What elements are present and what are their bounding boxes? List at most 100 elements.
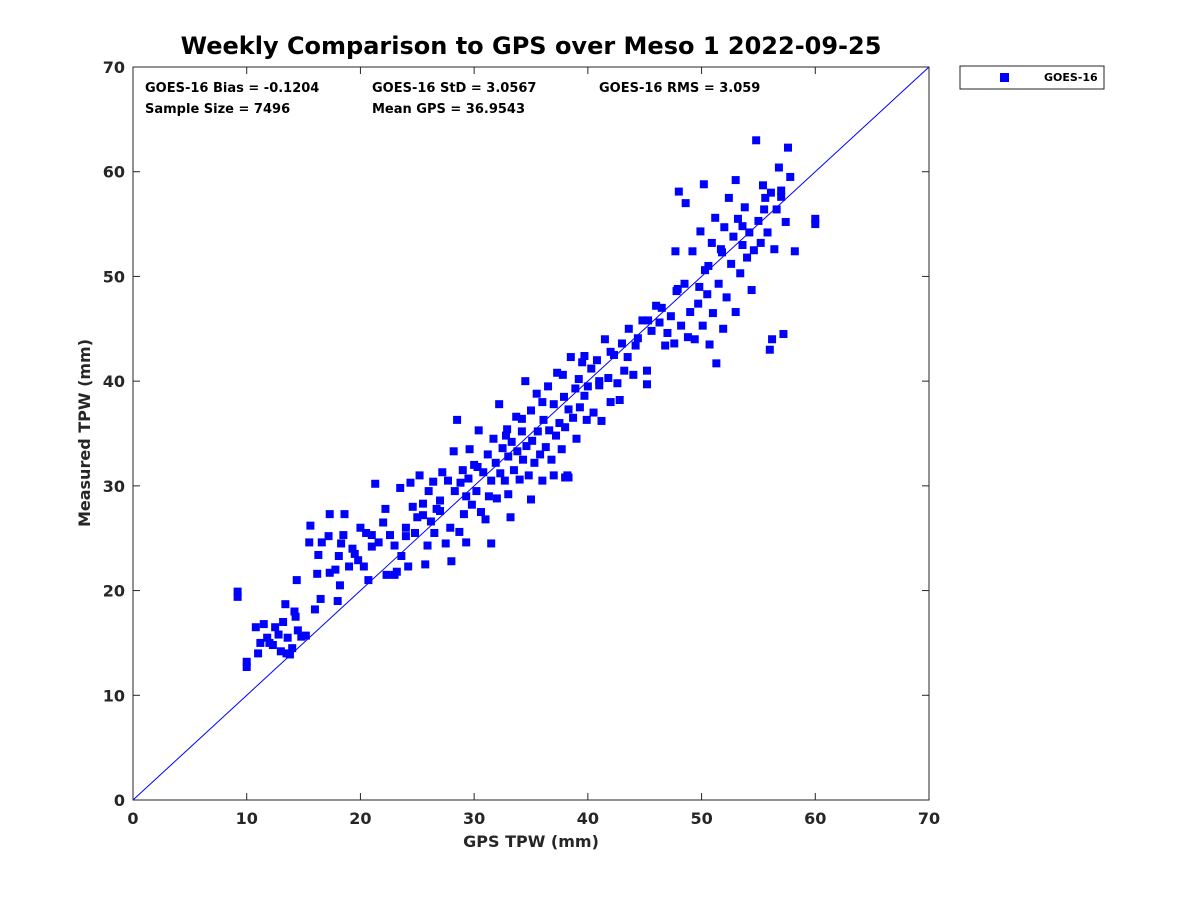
data-point — [720, 223, 729, 232]
data-point — [527, 406, 535, 415]
data-point — [331, 565, 340, 574]
data-point — [517, 414, 526, 423]
data-point — [783, 143, 792, 152]
data-point — [727, 259, 736, 268]
data-point — [545, 426, 554, 435]
data-point — [367, 531, 376, 540]
data-point — [712, 359, 721, 368]
data-point — [390, 541, 399, 550]
data-point — [527, 495, 535, 504]
data-point — [458, 466, 467, 475]
data-point — [233, 587, 242, 596]
data-point — [747, 286, 756, 295]
data-point — [552, 431, 561, 440]
data-point — [694, 299, 703, 308]
data-point — [652, 301, 661, 310]
x-tick-label: 30 — [463, 809, 485, 828]
data-point — [532, 389, 541, 398]
legend-box — [959, 65, 1105, 90]
data-point — [462, 538, 471, 547]
y-axis-label: Measured TPW (mm) — [75, 339, 94, 527]
data-point — [473, 463, 482, 472]
data-point — [487, 539, 496, 548]
data-point — [362, 528, 371, 537]
data-point — [345, 562, 354, 571]
data-point — [683, 333, 692, 342]
data-point — [583, 382, 592, 391]
chart-title: Weekly Comparison to GPS over Meso 1 202… — [181, 32, 882, 60]
data-point — [492, 494, 501, 503]
y-tick-label: 50 — [103, 267, 125, 286]
y-tick-label: 70 — [103, 58, 125, 77]
data-point — [397, 552, 406, 561]
data-point — [348, 544, 357, 553]
data-point — [696, 227, 705, 236]
data-point — [276, 647, 285, 656]
data-point — [686, 308, 695, 317]
data-point — [484, 492, 493, 501]
data-point — [606, 398, 615, 407]
data-point — [292, 576, 301, 585]
data-point — [642, 380, 651, 389]
data-point — [714, 279, 723, 288]
data-point — [774, 163, 783, 172]
data-point — [491, 458, 500, 467]
data-point — [549, 400, 558, 409]
x-tick-label: 10 — [236, 809, 258, 828]
data-point — [283, 633, 292, 642]
data-point — [438, 468, 447, 477]
data-point — [436, 506, 445, 515]
data-point — [708, 309, 717, 318]
data-point — [313, 569, 322, 578]
data-point — [356, 523, 365, 532]
data-point — [503, 425, 512, 434]
data-point — [242, 663, 251, 672]
data-point — [617, 339, 626, 348]
data-point — [740, 203, 749, 212]
data-point — [242, 657, 251, 666]
data-point — [661, 341, 670, 350]
x-tick-label: 0 — [127, 809, 138, 828]
data-point — [436, 496, 445, 505]
data-point — [564, 473, 573, 482]
data-point — [446, 523, 455, 532]
data-point — [719, 324, 728, 333]
data-point — [811, 220, 820, 229]
data-point — [316, 594, 325, 603]
data-point — [500, 476, 509, 485]
data-point — [528, 436, 537, 445]
data-point — [580, 352, 589, 361]
data-point — [441, 539, 450, 548]
data-point — [674, 187, 683, 196]
data-point — [564, 405, 573, 414]
data-point — [325, 510, 334, 519]
stats-block: GOES-16 Bias = -0.1204 GOES-16 StD = 3.0… — [145, 81, 760, 117]
x-tick-label: 70 — [918, 809, 940, 828]
data-point — [413, 513, 422, 522]
data-point — [752, 136, 761, 145]
axes-box — [132, 66, 930, 801]
data-point — [681, 199, 690, 208]
data-point — [553, 368, 562, 377]
data-point — [418, 511, 427, 520]
data-point — [758, 181, 767, 190]
data-point — [340, 510, 349, 519]
data-point — [339, 531, 348, 540]
data-point — [415, 471, 424, 480]
data-point — [595, 377, 604, 386]
data-point — [724, 193, 733, 202]
data-point — [647, 326, 656, 335]
plot-area: 0 10 20 30 40 50 60 70 0 10 20 30 40 50 60 70 — [103, 58, 940, 828]
data-point — [506, 513, 515, 522]
data-point — [430, 528, 439, 537]
data-point — [606, 347, 615, 356]
data-point — [578, 358, 587, 367]
data-point — [582, 415, 591, 424]
data-point — [781, 217, 790, 226]
data-point — [765, 345, 774, 354]
data-point — [474, 426, 483, 435]
data-point — [501, 431, 510, 440]
data-point — [251, 623, 260, 632]
data-point — [418, 499, 427, 508]
data-point — [690, 335, 699, 344]
